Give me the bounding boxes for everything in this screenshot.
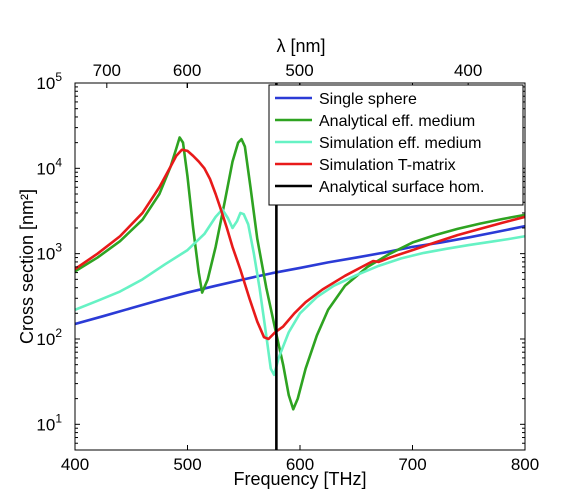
y-axis-label: Cross section [nm²]: [17, 189, 37, 344]
x-tick-label: 600: [286, 455, 314, 474]
y-tick-label: 105: [36, 70, 62, 93]
series-line-2: [75, 208, 525, 377]
top-axis-label: λ [nm]: [276, 36, 325, 56]
x-axis-label: Frequency [THz]: [233, 469, 366, 489]
legend-label: Simulation eff. medium: [319, 135, 481, 152]
x-tick-label: 700: [398, 455, 426, 474]
x-tick-label: 400: [61, 455, 89, 474]
x2-tick-label: 600: [173, 61, 201, 80]
series-line-0: [75, 224, 525, 326]
x2-tick-label: 400: [454, 61, 482, 80]
legend-label: Simulation T-matrix: [319, 157, 456, 174]
y-tick-label: 103: [36, 241, 62, 264]
y-tick-label: 104: [36, 155, 62, 178]
legend: Single sphere Analytical eff. medium Simul…: [268, 84, 524, 206]
series-line-3: [75, 148, 525, 341]
legend-label: Single sphere: [319, 91, 417, 108]
ticks-layer: 400 500 600 700 800 700 600 500 400 101 102 103 104 1…: [36, 61, 539, 474]
series-line-1: [75, 136, 525, 411]
x2-tick-label: 500: [285, 61, 313, 80]
x-tick-label: 500: [173, 455, 201, 474]
legend-label: Analytical surface hom.: [319, 179, 484, 196]
x2-tick-label: 700: [93, 61, 121, 80]
legend-label: Analytical eff. medium: [319, 113, 475, 130]
x-tick-label: 800: [511, 455, 539, 474]
y-tick-label: 102: [36, 326, 62, 349]
y-tick-label: 101: [36, 411, 62, 434]
